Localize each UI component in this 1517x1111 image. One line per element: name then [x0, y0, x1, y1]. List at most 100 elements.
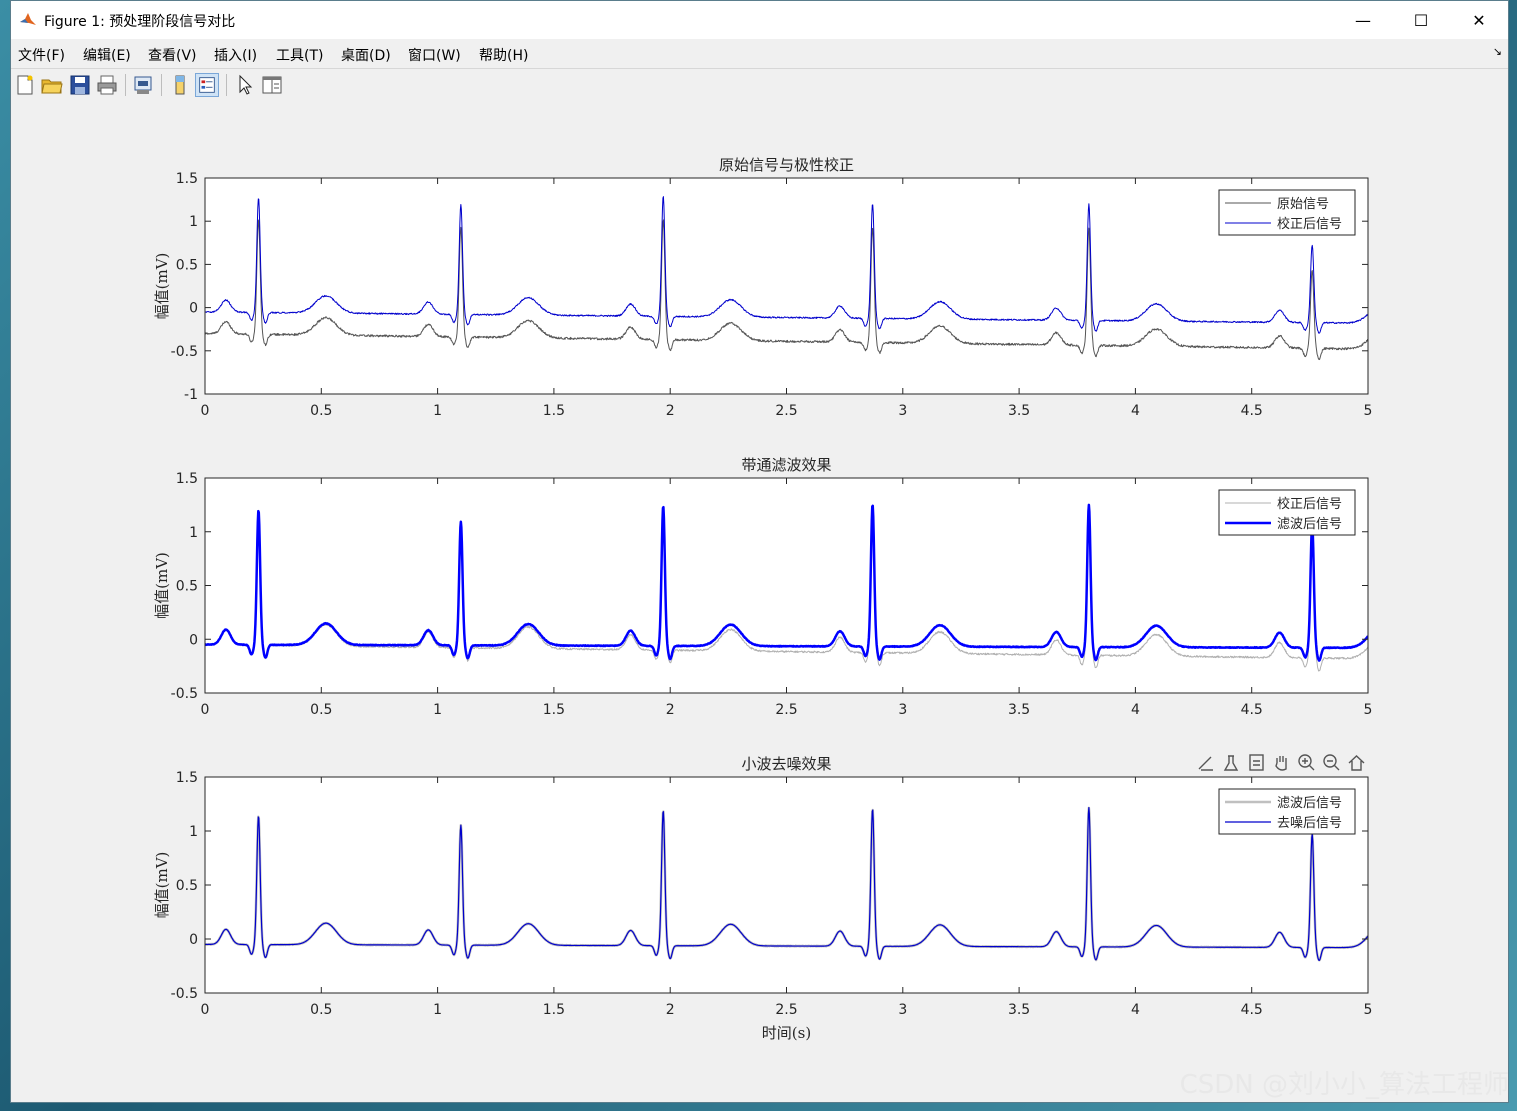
- x-tick-label: 0: [201, 403, 210, 419]
- menu-view[interactable]: 查看(V): [148, 48, 197, 64]
- y-tick-label: 0: [189, 301, 198, 317]
- subplot-title: 原始信号与极性校正: [719, 156, 854, 174]
- print-icon[interactable]: [95, 73, 119, 97]
- legend-entry: 滤波后信号: [1277, 517, 1342, 532]
- pointer-icon[interactable]: [233, 73, 257, 97]
- y-tick-label: -0.5: [171, 344, 198, 360]
- figure-toolbar: [11, 68, 1508, 104]
- x-tick-label: 4.5: [1241, 702, 1263, 718]
- x-tick-label: 4: [1131, 403, 1140, 419]
- subplot-1: 0 0.5 1 1.5 2 2.5 3 3.5 4 4.5 5 -1 -0.5 0 0.5 1 1.5 原始信号与…: [153, 156, 1372, 419]
- x-tick-label: 5: [1364, 702, 1373, 718]
- property-inspector-icon[interactable]: [260, 73, 284, 97]
- series-line-2: [205, 503, 1368, 662]
- x-tick-label: 2: [666, 702, 675, 718]
- subplot-title: 小波去噪效果: [741, 755, 831, 773]
- menu-desktop[interactable]: 桌面(D): [341, 48, 391, 64]
- x-tick-label: 0.5: [310, 702, 332, 718]
- subplot-3: 0 0.5 1 1.5 2 2.5 3 3.5 4 4.5 5-0.500.511.5小波去噪效果幅…: [153, 755, 1372, 1042]
- y-tick-label: 1.5: [176, 471, 198, 487]
- legend-entry: 去噪后信号: [1277, 816, 1342, 831]
- x-tick-label: 3.5: [1008, 1002, 1030, 1018]
- y-tick-label: -0.5: [171, 986, 198, 1002]
- menu-file[interactable]: 文件(F): [18, 48, 65, 64]
- plot-area[interactable]: [205, 777, 1368, 993]
- x-tick-label: 2.5: [775, 702, 797, 718]
- y-tick-label: 1: [189, 214, 198, 230]
- x-axis-label: 时间(s): [762, 1024, 811, 1042]
- series-line-1: [205, 510, 1368, 672]
- x-tick-label: 0: [201, 1002, 210, 1018]
- zoom-out-icon[interactable]: [1323, 754, 1340, 771]
- y-tick-label: -0.5: [171, 686, 198, 702]
- toolbar-separator: [226, 74, 227, 96]
- y-axis-label: 幅值(mV): [153, 253, 171, 320]
- legend-icon[interactable]: [195, 73, 219, 97]
- x-tick-label: 0.5: [310, 403, 332, 419]
- y-axis-label: 幅值(mV): [153, 552, 171, 619]
- new-figure-icon[interactable]: [13, 73, 37, 97]
- axes-toolbar: [1198, 754, 1365, 771]
- x-tick-label: 3.5: [1008, 702, 1030, 718]
- x-tick-label: 0: [201, 702, 210, 718]
- series-line-2: [205, 196, 1368, 334]
- subplot-title: 带通滤波效果: [741, 456, 831, 474]
- menu-tools[interactable]: 工具(T): [276, 48, 324, 64]
- menu-window[interactable]: 窗口(W): [408, 48, 461, 64]
- x-tick-label: 1: [433, 1002, 442, 1018]
- y-tick-label: -1: [184, 387, 198, 403]
- window-title: Figure 1: 预处理阶段信号对比: [44, 14, 236, 30]
- brush-icon[interactable]: [1198, 756, 1213, 771]
- print-preview-icon[interactable]: [131, 73, 155, 97]
- restore-view-icon[interactable]: [1249, 754, 1264, 771]
- y-tick-label: 1.5: [176, 770, 198, 786]
- x-tick-label: 1: [433, 702, 442, 718]
- toolbar-separator: [161, 74, 162, 96]
- x-tick-label: 0.5: [310, 1002, 332, 1018]
- close-button[interactable]: ✕: [1472, 10, 1486, 30]
- zoom-in-icon[interactable]: [1298, 754, 1315, 771]
- legend-entry: 原始信号: [1277, 197, 1329, 212]
- data-tips-icon[interactable]: [1223, 755, 1239, 771]
- toolbar-separator: [125, 74, 126, 96]
- x-tick-label: 2: [666, 403, 675, 419]
- x-tick-label: 1.5: [543, 403, 565, 419]
- open-file-icon[interactable]: [40, 73, 64, 97]
- series-line-1: [205, 219, 1368, 361]
- y-tick-label: 0: [189, 632, 198, 648]
- save-icon[interactable]: [68, 73, 92, 97]
- menu-overflow-icon[interactable]: ↘: [1492, 45, 1502, 58]
- x-tick-label: 2.5: [775, 403, 797, 419]
- y-tick-label: 1.5: [176, 171, 198, 187]
- figure-window: Figure 1: 预处理阶段信号对比 — ☐ ✕ 文件(F) 编辑(E) 查看…: [10, 0, 1509, 1103]
- home-icon[interactable]: [1348, 755, 1365, 771]
- colorbar-icon[interactable]: [168, 73, 192, 97]
- plot-area[interactable]: [205, 178, 1368, 394]
- y-tick-label: 0.5: [176, 878, 198, 894]
- y-tick-label: 0.5: [176, 257, 198, 273]
- x-tick-label: 4: [1131, 1002, 1140, 1018]
- minimize-button[interactable]: —: [1355, 10, 1371, 30]
- menu-help[interactable]: 帮助(H): [479, 48, 529, 64]
- legend-entry: 校正后信号: [1277, 216, 1342, 232]
- x-tick-label: 5: [1364, 403, 1373, 419]
- pan-icon[interactable]: [1275, 756, 1287, 771]
- menu-insert[interactable]: 插入(I): [214, 48, 258, 64]
- x-tick-label: 4.5: [1241, 403, 1263, 419]
- x-tick-label: 3: [898, 403, 907, 419]
- y-tick-label: 0.5: [176, 579, 198, 595]
- watermark-text: CSDN @刘小小_算法工程师: [1179, 1070, 1509, 1100]
- x-tick-label: 1.5: [543, 702, 565, 718]
- series-line-2: [205, 806, 1368, 962]
- y-tick-label: 1: [189, 525, 198, 541]
- x-tick-label: 5: [1364, 1002, 1373, 1018]
- x-tick-label: 4: [1131, 702, 1140, 718]
- x-tick-label: 1: [433, 403, 442, 419]
- legend-entry: 滤波后信号: [1277, 796, 1342, 811]
- maximize-button[interactable]: ☐: [1413, 10, 1429, 30]
- plot-area[interactable]: [205, 478, 1368, 693]
- menu-edit[interactable]: 编辑(E): [83, 48, 131, 64]
